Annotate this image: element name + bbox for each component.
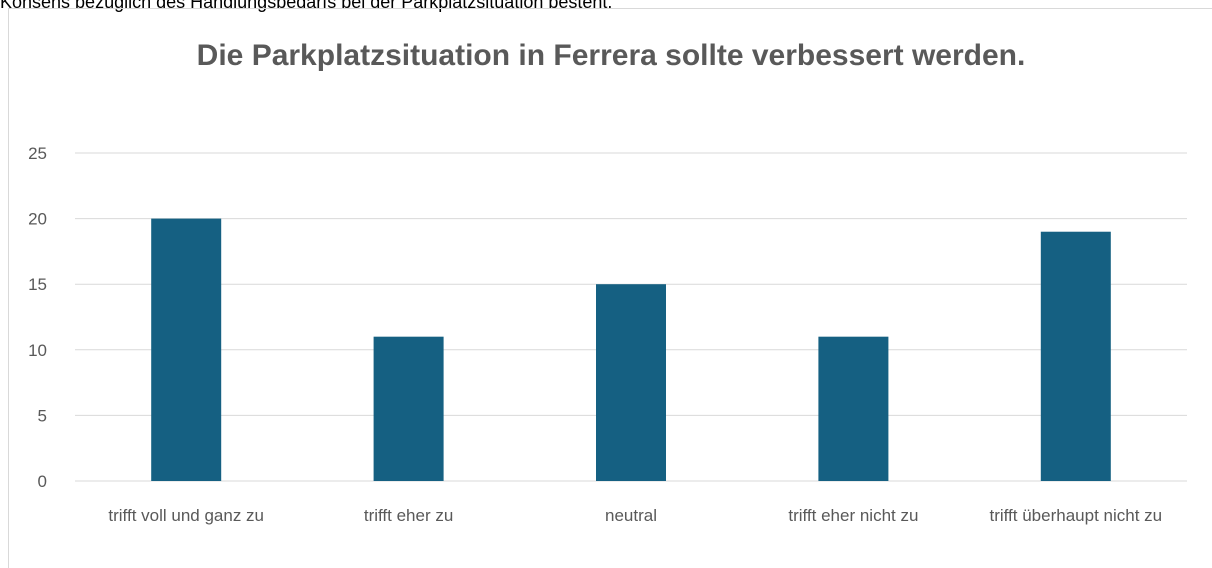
context-text: Konsens bezüglich des Handlungsbedarfs b… — [0, 0, 612, 12]
y-tick-label: 15 — [28, 275, 47, 294]
x-tick-label: trifft voll und ganz zu — [108, 506, 264, 525]
y-tick-label: 25 — [28, 144, 47, 163]
x-tick-label: trifft eher nicht zu — [788, 506, 918, 525]
bar — [596, 284, 666, 481]
y-tick-label: 0 — [38, 472, 47, 491]
bar — [373, 336, 444, 481]
x-tick-label: trifft eher zu — [364, 506, 453, 525]
y-tick-label: 10 — [28, 341, 47, 360]
bar — [818, 336, 889, 481]
y-tick-label: 5 — [38, 406, 47, 425]
bar — [1040, 231, 1111, 481]
chart-frame — [8, 8, 1212, 568]
chart-title: Die Parkplatzsituation in Ferrera sollte… — [197, 39, 1026, 72]
x-tick-label: neutral — [605, 506, 657, 525]
bar — [151, 218, 222, 481]
x-tick-label: trifft überhaupt nicht zu — [989, 506, 1162, 525]
y-tick-label: 20 — [28, 210, 47, 229]
